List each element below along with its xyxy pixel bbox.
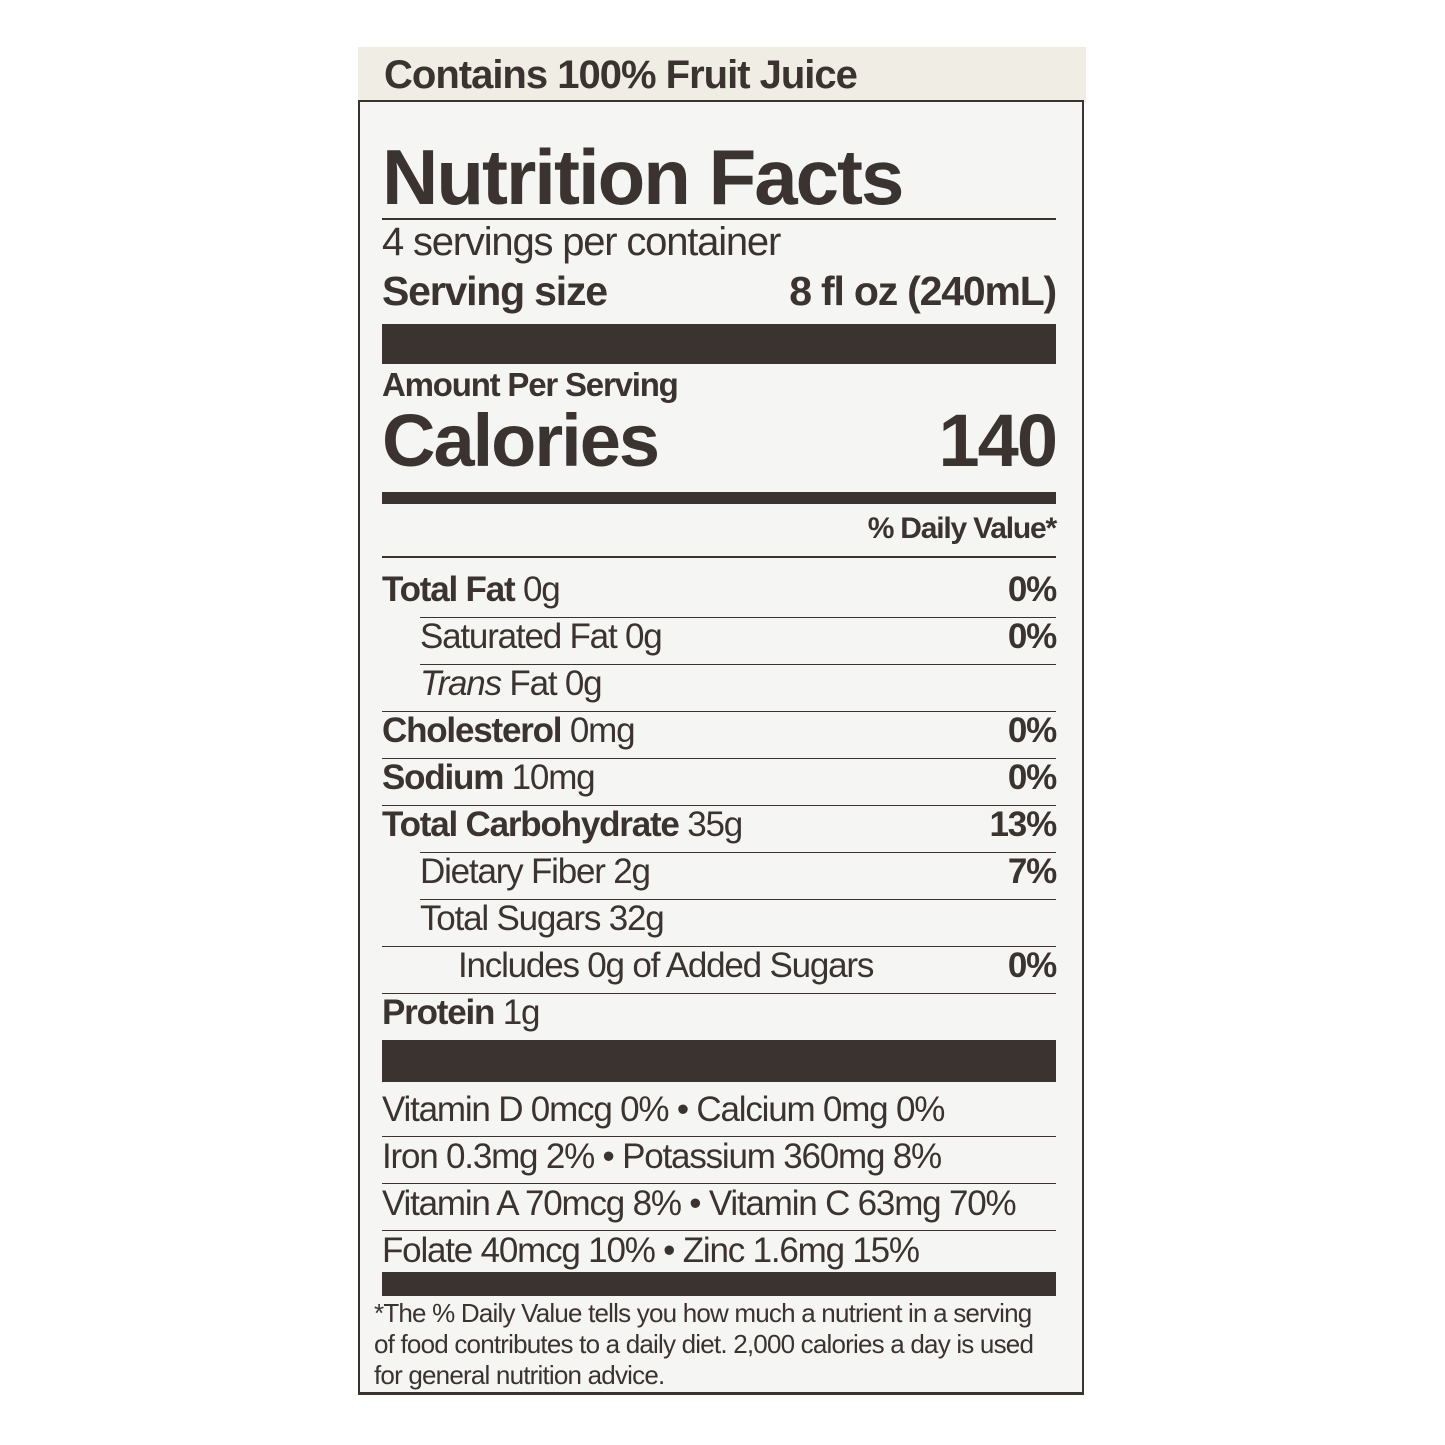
nutrient-label: Protein 1g xyxy=(382,993,541,1033)
nutrient-label: Total Carbohydrate 35g xyxy=(382,805,743,845)
calories-label: Calories xyxy=(382,399,660,482)
vitamin-row: Vitamin D 0mcg 0% • Calcium 0mg 0% xyxy=(382,1090,1056,1130)
calories-row: Calories 140 xyxy=(382,398,1058,483)
amount-per-serving-text: Amount Per Serving xyxy=(382,366,679,403)
vitamin-text: Vitamin A 70mcg 8% • Vitamin C 63mg 70% xyxy=(382,1184,1017,1223)
nutrient-label: Dietary Fiber 2g xyxy=(420,852,651,892)
serving-size-row: Serving size 8 fl oz (240mL) xyxy=(382,268,1057,315)
nutrient-dv: 0% xyxy=(1007,570,1057,609)
thick-divider xyxy=(382,1272,1056,1296)
nutrient-amount: 1g xyxy=(502,993,541,1032)
nutrient-label: Saturated Fat 0g xyxy=(420,617,663,657)
divider xyxy=(382,805,1056,806)
nutrient-row: Total Carbohydrate 35g 13% xyxy=(382,805,1058,845)
divider xyxy=(382,1136,1056,1137)
banner-text: Contains 100% Fruit Juice xyxy=(384,53,858,97)
nutrient-dv: 13% xyxy=(989,805,1058,844)
nutrient-row: Saturated Fat 0g 0% xyxy=(382,617,1057,657)
divider xyxy=(382,993,1056,994)
divider xyxy=(382,556,1056,558)
medium-divider xyxy=(382,492,1056,504)
vitamin-text: Iron 0.3mg 2% • Potassium 360mg 8% xyxy=(382,1137,942,1176)
divider xyxy=(382,946,1056,947)
label-title: Nutrition Facts xyxy=(382,133,904,221)
nutrient-row: Cholesterol 0mg 0% xyxy=(382,711,1057,751)
divider xyxy=(420,852,1056,853)
divider xyxy=(382,711,1056,712)
fruit-juice-banner: Contains 100% Fruit Juice xyxy=(358,47,1086,102)
nutrient-name: Dietary Fiber xyxy=(420,852,606,891)
nutrient-row: Trans Fat 0g xyxy=(382,664,1056,704)
nutrient-name: Total Fat xyxy=(382,570,516,609)
nutrient-label: Trans Fat 0g xyxy=(420,664,603,704)
nutrient-amount: 32g xyxy=(608,899,665,938)
vitamin-text: Vitamin D 0mcg 0% • Calcium 0mg 0% xyxy=(382,1090,945,1129)
thick-divider xyxy=(382,324,1056,364)
daily-value-text: % Daily Value* xyxy=(867,512,1058,545)
nutrient-amount: 0mg xyxy=(569,711,636,750)
vitamin-row: Iron 0.3mg 2% • Potassium 360mg 8% xyxy=(382,1137,1056,1177)
nutrient-row: Total Sugars 32g xyxy=(382,899,1056,939)
daily-value-header: % Daily Value* xyxy=(382,512,1058,546)
servings-text: 4 servings per container xyxy=(382,220,781,264)
nutrient-label: Sodium 10mg xyxy=(382,758,596,798)
nutrient-name: Saturated Fat xyxy=(420,617,618,656)
nutrient-amount: 10mg xyxy=(511,758,596,797)
nutrient-name: Sodium xyxy=(382,758,504,797)
nutrient-name: Total Sugars xyxy=(420,899,601,938)
divider xyxy=(420,664,1056,665)
nutrient-dv: 0% xyxy=(1007,946,1057,985)
nutrient-dv: 0% xyxy=(1007,758,1057,797)
nutrient-name: Cholesterol xyxy=(382,711,563,750)
nutrient-dv: 0% xyxy=(1007,711,1057,750)
servings-per-container: 4 servings per container xyxy=(382,220,1056,265)
footnote: *The % Daily Value tells you how much a … xyxy=(374,1298,1034,1390)
divider xyxy=(420,617,1056,618)
nutrient-row: Total Fat 0g 0% xyxy=(382,570,1057,610)
nutrient-name: Protein xyxy=(382,993,495,1032)
serving-size-label: Serving size xyxy=(382,268,608,314)
nutrient-label: Cholesterol 0mg xyxy=(382,711,636,751)
nutrient-name: Trans xyxy=(420,664,502,703)
vitamin-row: Folate 40mcg 10% • Zinc 1.6mg 15% xyxy=(382,1231,1056,1271)
divider xyxy=(382,1230,1056,1231)
nutrient-row: Protein 1g xyxy=(382,993,1056,1033)
nutrient-row: Includes 0g of Added Sugars 0% xyxy=(382,946,1057,986)
nutrition-facts-label: Nutrition Facts 4 servings per container… xyxy=(358,100,1084,1395)
nutrient-dv: 0% xyxy=(1007,617,1057,656)
nutrient-amount: Fat 0g xyxy=(509,664,602,703)
divider xyxy=(382,1183,1056,1184)
nutrient-amount: 35g xyxy=(687,805,743,844)
nutrient-dv: 7% xyxy=(1007,852,1057,891)
vitamin-row: Vitamin A 70mcg 8% • Vitamin C 63mg 70% xyxy=(382,1184,1056,1224)
nutrient-row: Sodium 10mg 0% xyxy=(382,758,1057,798)
nutrient-amount: 0g xyxy=(522,570,561,609)
amount-per-serving: Amount Per Serving xyxy=(382,366,1056,404)
nutrient-amount: 0g xyxy=(625,617,663,656)
nutrient-amount: 2g xyxy=(613,852,651,891)
vitamin-text: Folate 40mcg 10% • Zinc 1.6mg 15% xyxy=(382,1231,920,1270)
divider xyxy=(382,758,1056,759)
nutrient-row: Dietary Fiber 2g 7% xyxy=(382,852,1057,892)
thick-divider xyxy=(382,1040,1056,1082)
nutrient-name: Includes 0g of Added Sugars xyxy=(458,946,874,985)
nutrient-name: Total Carbohydrate xyxy=(382,805,680,844)
nutrient-label: Total Fat 0g xyxy=(382,570,561,610)
calories-value: 140 xyxy=(938,399,1058,482)
serving-size-value: 8 fl oz (240mL) xyxy=(789,268,1057,314)
nutrient-label: Total Sugars 32g xyxy=(420,899,665,939)
divider xyxy=(420,899,1056,900)
nutrient-label: Includes 0g of Added Sugars xyxy=(458,946,874,986)
divider xyxy=(382,218,1056,220)
